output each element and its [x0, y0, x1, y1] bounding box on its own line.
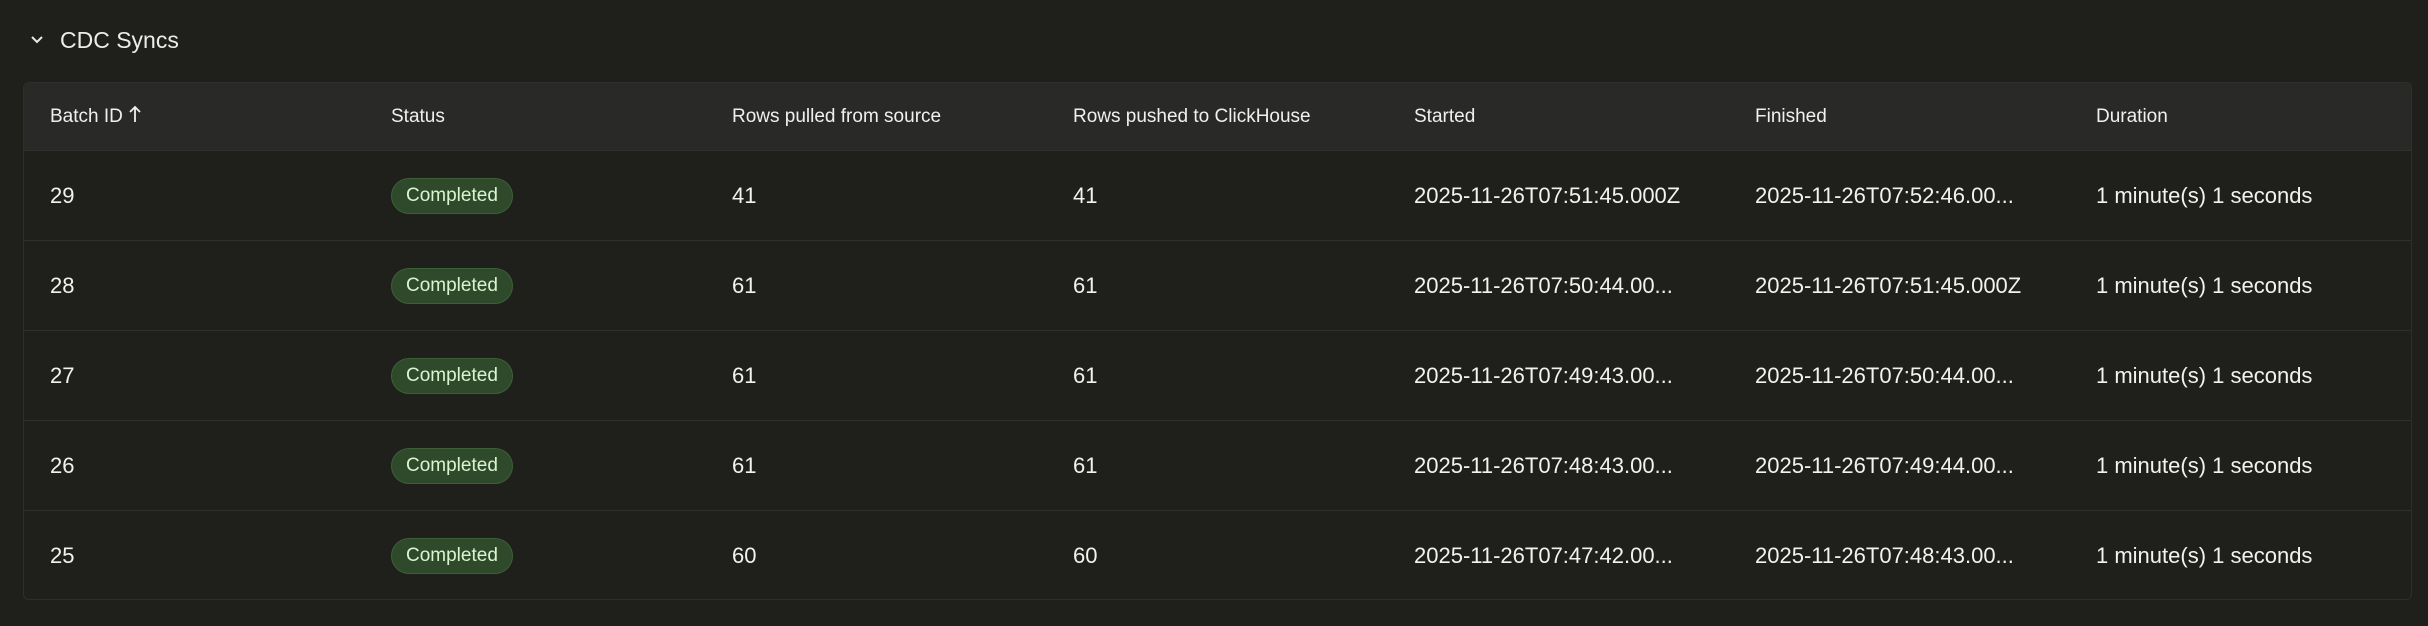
column-header-started[interactable]: Started	[1388, 106, 1729, 128]
rows-pushed-value: 61	[1073, 362, 1098, 388]
cell-rows-pulled: 61	[706, 453, 1047, 479]
batch-id-value: 29	[50, 182, 75, 208]
cell-rows-pulled: 60	[706, 543, 1047, 569]
cell-started: 2025-11-26T07:50:44.00...	[1388, 273, 1729, 299]
arrow-up-icon	[129, 105, 141, 129]
cell-rows-pushed: 41	[1047, 183, 1388, 209]
cell-finished: 2025-11-26T07:50:44.00...	[1729, 363, 2070, 389]
column-header-batch-id[interactable]: Batch ID	[24, 105, 365, 129]
started-value: 2025-11-26T07:51:45.000Z	[1414, 182, 1681, 208]
status-badge: Completed	[391, 447, 513, 484]
duration-value: 1 minute(s) 1 seconds	[2096, 543, 2313, 568]
table-row[interactable]: 28 Completed 61 61 2025-11-26T07:50:44.00...…	[24, 241, 2411, 331]
cell-batch-id: 26	[24, 453, 365, 479]
rows-pushed-value: 41	[1073, 182, 1098, 208]
batch-id-value: 28	[50, 272, 75, 298]
cell-batch-id: 29	[24, 183, 365, 209]
rows-pushed-value: 61	[1073, 452, 1098, 478]
duration-value: 1 minute(s) 1 seconds	[2096, 272, 2313, 298]
status-badge: Completed	[391, 267, 513, 304]
cell-status: Completed	[365, 357, 706, 394]
cell-rows-pushed: 61	[1047, 453, 1388, 479]
table-row[interactable]: 25 Completed 60 60 2025-11-26T07:47:42.00...…	[24, 511, 2411, 599]
cell-batch-id: 27	[24, 363, 365, 389]
rows-pulled-value: 61	[732, 452, 757, 478]
section-title: CDC Syncs	[60, 26, 179, 53]
rows-pushed-value: 60	[1073, 543, 1098, 568]
cell-batch-id: 28	[24, 273, 365, 299]
cell-rows-pulled: 61	[706, 273, 1047, 299]
cell-finished: 2025-11-26T07:52:46.00...	[1729, 183, 2070, 209]
duration-value: 1 minute(s) 1 seconds	[2096, 182, 2313, 208]
column-label: Rows pulled from source	[732, 105, 942, 127]
cell-rows-pulled: 41	[706, 183, 1047, 209]
column-label: Rows pushed to ClickHouse	[1073, 105, 1311, 127]
finished-value: 2025-11-26T07:49:44.00...	[1755, 452, 2014, 478]
duration-value: 1 minute(s) 1 seconds	[2096, 452, 2313, 478]
column-label: Started	[1414, 105, 1476, 127]
rows-pulled-value: 61	[732, 362, 757, 388]
cell-rows-pushed: 60	[1047, 543, 1388, 569]
duration-value: 1 minute(s) 1 seconds	[2096, 362, 2313, 388]
column-label: Finished	[1755, 105, 1827, 127]
status-badge: Completed	[391, 538, 513, 574]
finished-value: 2025-11-26T07:50:44.00...	[1755, 362, 2014, 388]
table-header: Batch ID Status Rows pulled from source …	[24, 83, 2411, 151]
batch-id-value: 27	[50, 362, 75, 388]
column-header-rows-pulled[interactable]: Rows pulled from source	[706, 106, 1047, 128]
finished-value: 2025-11-26T07:48:43.00...	[1755, 543, 2014, 568]
cell-batch-id: 25	[24, 543, 365, 569]
cell-status: Completed	[365, 447, 706, 484]
cell-duration: 1 minute(s) 1 seconds	[2070, 273, 2411, 299]
rows-pulled-value: 60	[732, 543, 757, 568]
cell-rows-pushed: 61	[1047, 273, 1388, 299]
cell-rows-pulled: 61	[706, 363, 1047, 389]
finished-value: 2025-11-26T07:51:45.000Z	[1755, 272, 2022, 298]
status-badge: Completed	[391, 177, 513, 214]
started-value: 2025-11-26T07:49:43.00...	[1414, 362, 1673, 388]
finished-value: 2025-11-26T07:52:46.00...	[1755, 182, 2014, 208]
column-header-rows-pushed[interactable]: Rows pushed to ClickHouse	[1047, 106, 1388, 128]
column-header-finished[interactable]: Finished	[1729, 106, 2070, 128]
column-label: Status	[391, 105, 445, 127]
cell-duration: 1 minute(s) 1 seconds	[2070, 543, 2411, 569]
table-row[interactable]: 26 Completed 61 61 2025-11-26T07:48:43.00...…	[24, 421, 2411, 511]
started-value: 2025-11-26T07:50:44.00...	[1414, 272, 1673, 298]
cell-finished: 2025-11-26T07:51:45.000Z	[1729, 273, 2070, 299]
table-row[interactable]: 29 Completed 41 41 2025-11-26T07:51:45.000Z 2…	[24, 151, 2411, 241]
cell-status: Completed	[365, 538, 706, 574]
cell-duration: 1 minute(s) 1 seconds	[2070, 453, 2411, 479]
cell-started: 2025-11-26T07:49:43.00...	[1388, 363, 1729, 389]
column-header-duration[interactable]: Duration	[2070, 106, 2411, 128]
cdc-syncs-table: Batch ID Status Rows pulled from source …	[23, 82, 2412, 600]
started-value: 2025-11-26T07:48:43.00...	[1414, 452, 1673, 478]
status-badge: Completed	[391, 357, 513, 394]
cell-rows-pushed: 61	[1047, 363, 1388, 389]
cell-duration: 1 minute(s) 1 seconds	[2070, 183, 2411, 209]
cdc-syncs-toggle[interactable]: CDC Syncs	[28, 22, 179, 58]
rows-pushed-value: 61	[1073, 272, 1098, 298]
batch-id-value: 25	[50, 543, 75, 568]
rows-pulled-value: 61	[732, 272, 757, 298]
cell-status: Completed	[365, 267, 706, 304]
batch-id-value: 26	[50, 452, 75, 478]
cell-duration: 1 minute(s) 1 seconds	[2070, 363, 2411, 389]
chevron-down-icon	[28, 31, 46, 49]
cell-started: 2025-11-26T07:48:43.00...	[1388, 453, 1729, 479]
column-label: Batch ID	[50, 105, 123, 127]
started-value: 2025-11-26T07:47:42.00...	[1414, 543, 1673, 568]
column-label: Duration	[2096, 105, 2168, 127]
cell-status: Completed	[365, 177, 706, 214]
cell-finished: 2025-11-26T07:49:44.00...	[1729, 453, 2070, 479]
cell-started: 2025-11-26T07:47:42.00...	[1388, 543, 1729, 569]
rows-pulled-value: 41	[732, 182, 757, 208]
cell-started: 2025-11-26T07:51:45.000Z	[1388, 183, 1729, 209]
table-row[interactable]: 27 Completed 61 61 2025-11-26T07:49:43.00...…	[24, 331, 2411, 421]
column-header-status[interactable]: Status	[365, 106, 706, 128]
cell-finished: 2025-11-26T07:48:43.00...	[1729, 543, 2070, 569]
